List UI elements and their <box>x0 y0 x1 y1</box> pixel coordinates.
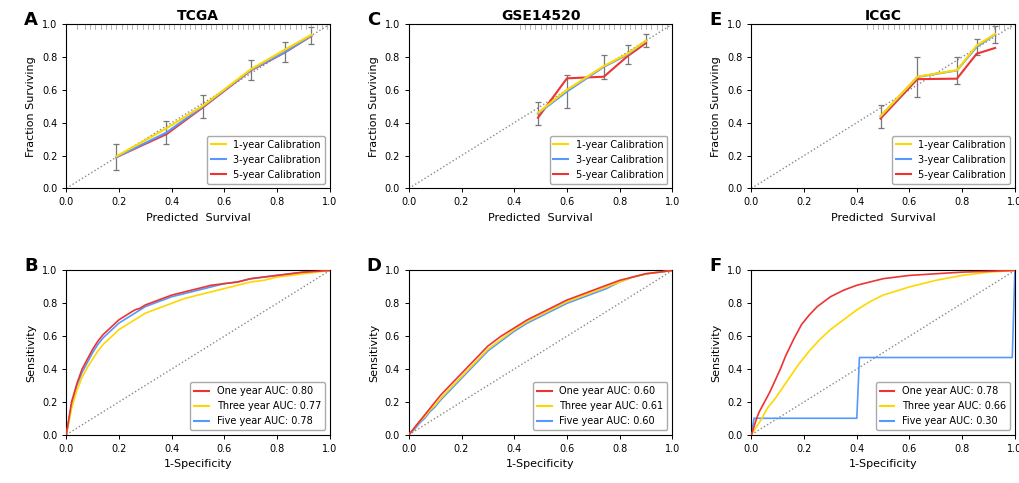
Legend: 1-year Calibration, 3-year Calibration, 5-year Calibration: 1-year Calibration, 3-year Calibration, … <box>207 136 325 184</box>
Text: A: A <box>24 11 38 29</box>
Title: ICGC: ICGC <box>864 9 901 23</box>
Text: C: C <box>367 11 379 29</box>
Title: TCGA: TCGA <box>177 9 219 23</box>
Y-axis label: Fraction Surviving: Fraction Surviving <box>710 56 720 156</box>
Legend: One year AUC: 0.60, Three year AUC: 0.61, Five year AUC: 0.60: One year AUC: 0.60, Three year AUC: 0.61… <box>533 383 666 430</box>
Title: GSE14520: GSE14520 <box>500 9 580 23</box>
Text: D: D <box>367 257 381 275</box>
X-axis label: 1-Specificity: 1-Specificity <box>164 459 232 469</box>
X-axis label: 1-Specificity: 1-Specificity <box>848 459 916 469</box>
X-axis label: Predicted  Survival: Predicted Survival <box>829 213 934 223</box>
Y-axis label: Sensitivity: Sensitivity <box>369 324 378 382</box>
Text: E: E <box>708 11 720 29</box>
Text: B: B <box>24 257 38 275</box>
Y-axis label: Fraction Surviving: Fraction Surviving <box>26 56 37 156</box>
Y-axis label: Fraction Surviving: Fraction Surviving <box>369 56 378 156</box>
Y-axis label: Sensitivity: Sensitivity <box>26 324 37 382</box>
Y-axis label: Sensitivity: Sensitivity <box>710 324 720 382</box>
Text: F: F <box>708 257 720 275</box>
X-axis label: Predicted  Survival: Predicted Survival <box>488 213 592 223</box>
Legend: 1-year Calibration, 3-year Calibration, 5-year Calibration: 1-year Calibration, 3-year Calibration, … <box>892 136 1009 184</box>
X-axis label: 1-Specificity: 1-Specificity <box>505 459 575 469</box>
X-axis label: Predicted  Survival: Predicted Survival <box>146 213 251 223</box>
Legend: One year AUC: 0.78, Three year AUC: 0.66, Five year AUC: 0.30: One year AUC: 0.78, Three year AUC: 0.66… <box>875 383 1009 430</box>
Legend: 1-year Calibration, 3-year Calibration, 5-year Calibration: 1-year Calibration, 3-year Calibration, … <box>549 136 666 184</box>
Legend: One year AUC: 0.80, Three year AUC: 0.77, Five year AUC: 0.78: One year AUC: 0.80, Three year AUC: 0.77… <box>191 383 325 430</box>
